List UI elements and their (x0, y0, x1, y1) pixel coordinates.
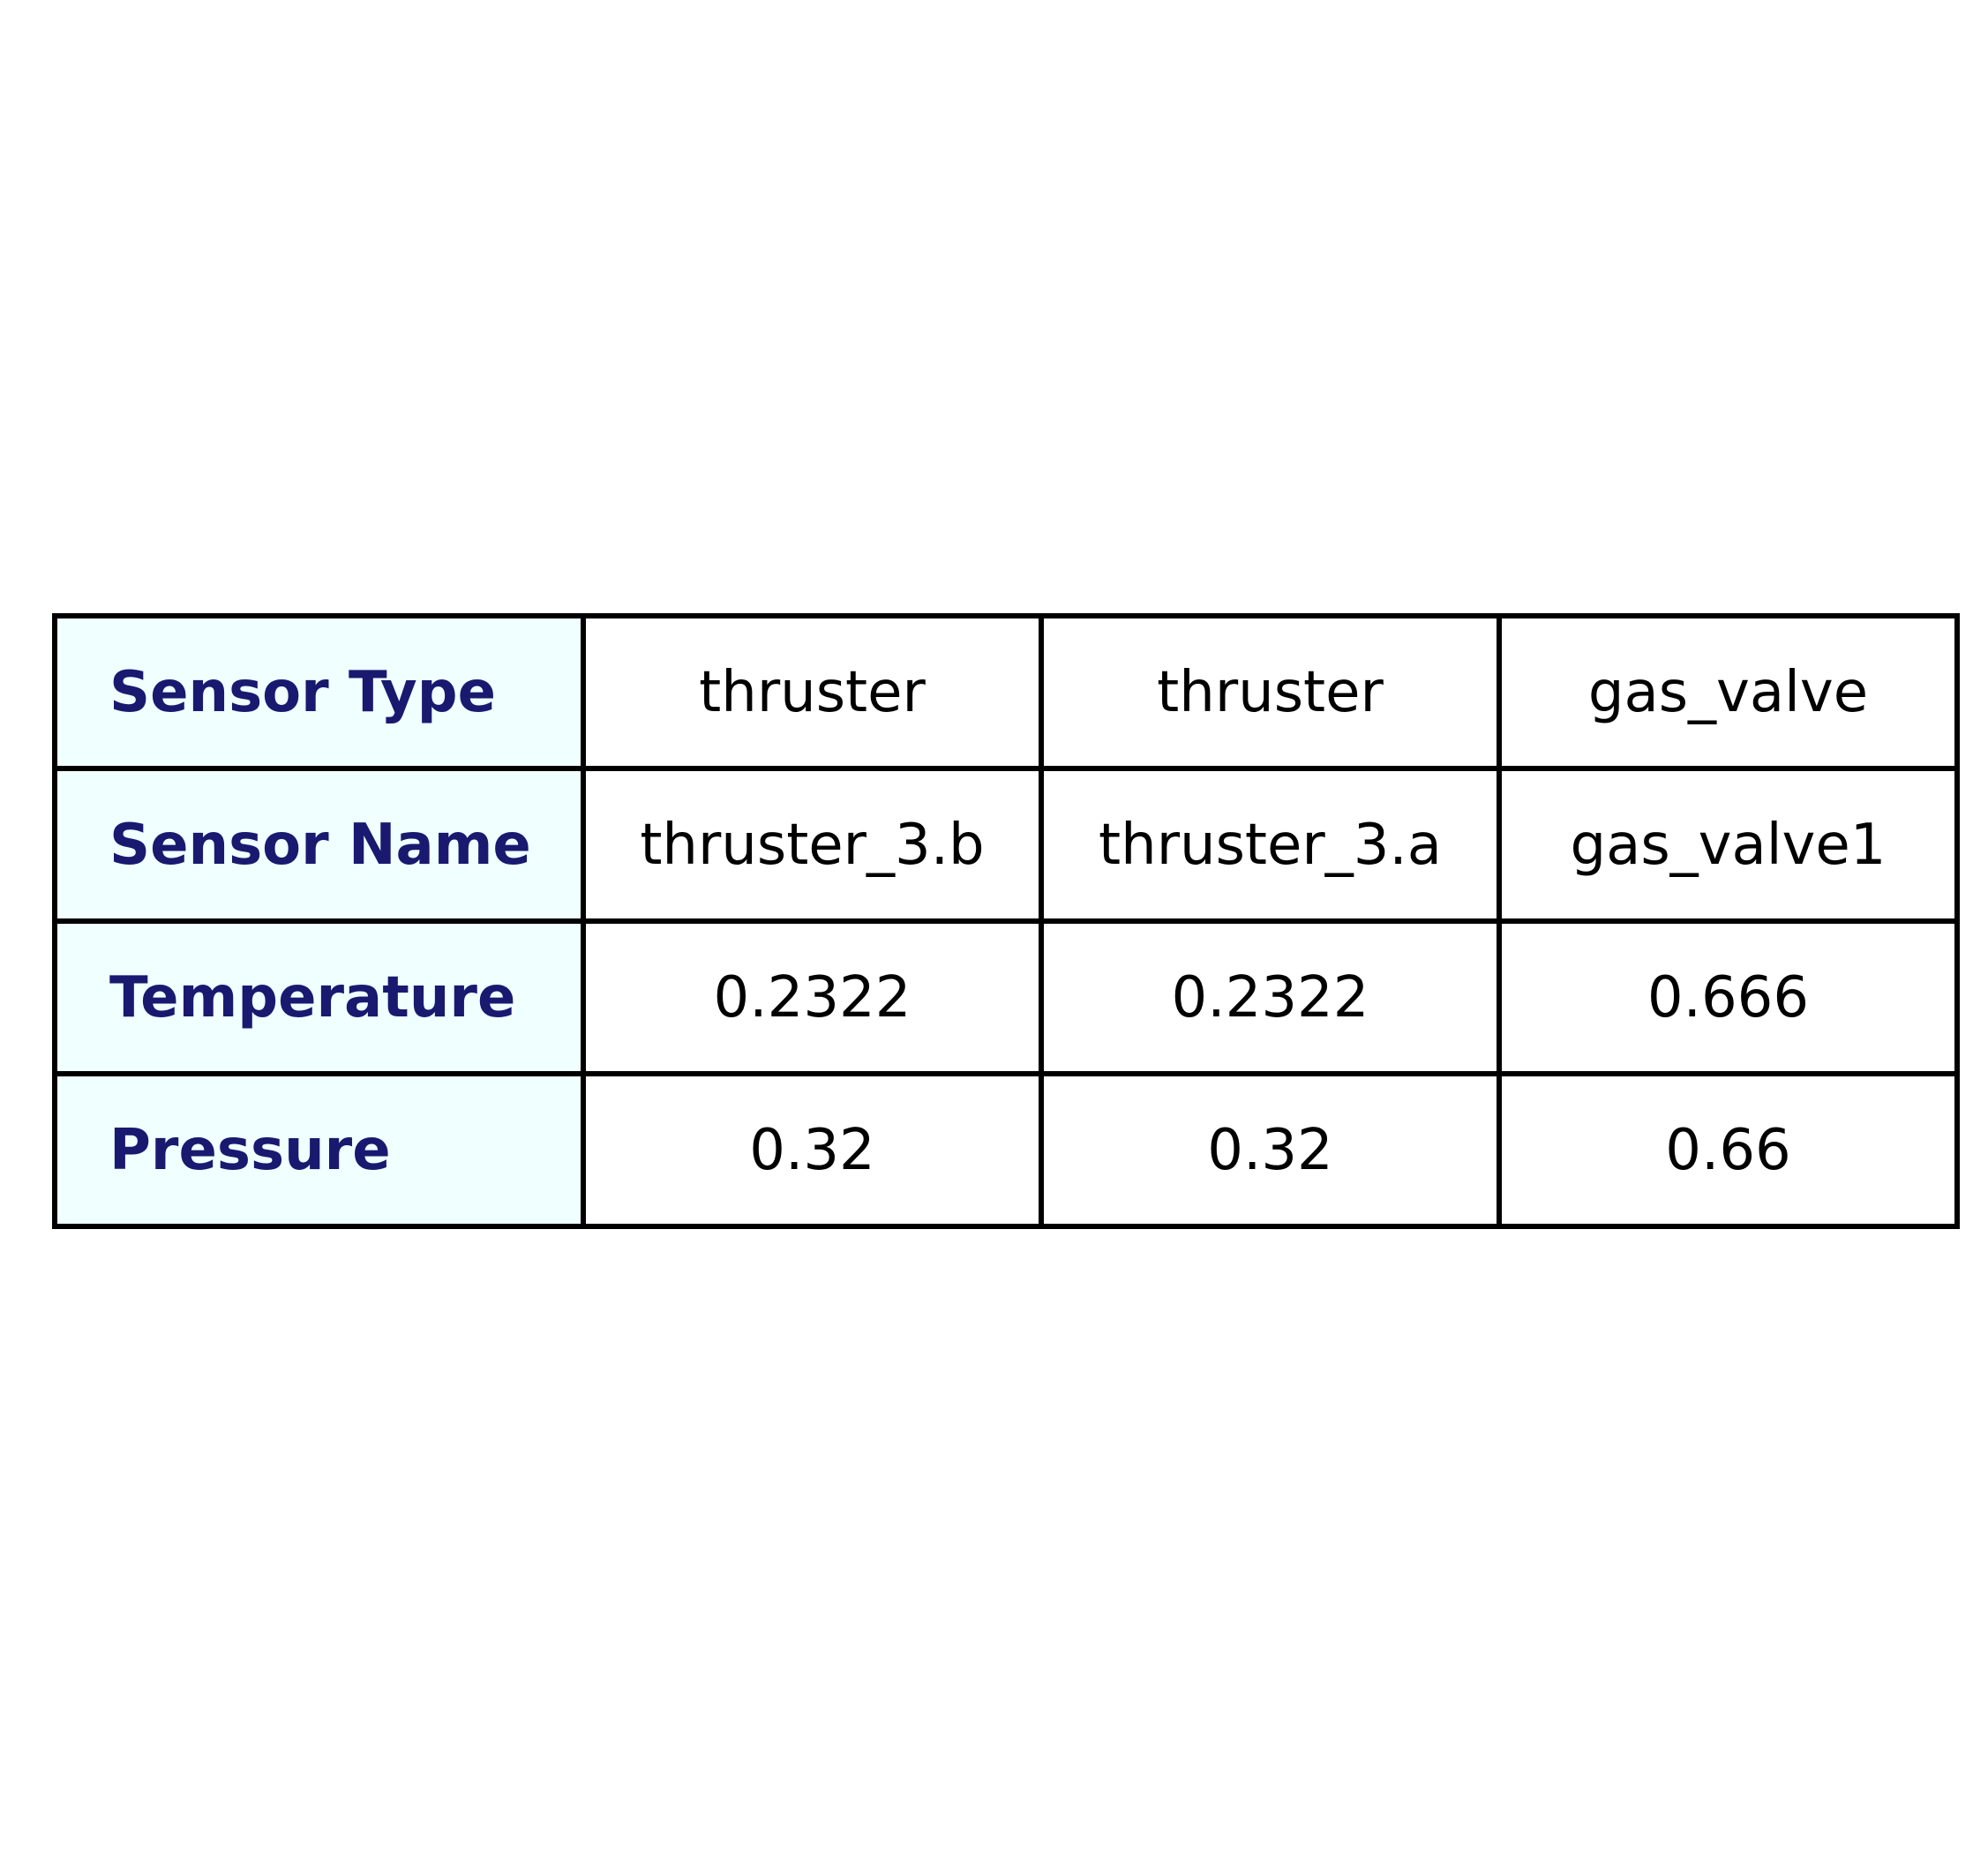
table-cell: gas_valve (1497, 613, 1960, 771)
table-cell: gas_valve1 (1497, 766, 1960, 924)
table-row: Sensor Name thruster_3.b thruster_3.a ga… (52, 766, 1960, 924)
table-cell: thruster_3.a (1039, 766, 1502, 924)
table-row: Pressure 0.32 0.32 0.66 (52, 1071, 1960, 1229)
table-row: Sensor Type thruster thruster gas_valve (52, 613, 1960, 771)
row-header-sensor-name: Sensor Name (52, 766, 586, 924)
table-row: Temperature 0.2322 0.2322 0.666 (52, 918, 1960, 1076)
table-cell: 0.666 (1497, 918, 1960, 1076)
table-cell: 0.2322 (581, 918, 1044, 1076)
table-cell: 0.66 (1497, 1071, 1960, 1229)
sensor-data-table: Sensor Type thruster thruster gas_valve … (52, 613, 1960, 1229)
row-header-pressure: Pressure (52, 1071, 586, 1229)
row-header-temperature: Temperature (52, 918, 586, 1076)
table-cell: 0.2322 (1039, 918, 1502, 1076)
table-cell: 0.32 (581, 1071, 1044, 1229)
table-cell: 0.32 (1039, 1071, 1502, 1229)
table-cell: thruster (581, 613, 1044, 771)
table-cell: thruster_3.b (581, 766, 1044, 924)
row-header-sensor-type: Sensor Type (52, 613, 586, 771)
table-cell: thruster (1039, 613, 1502, 771)
